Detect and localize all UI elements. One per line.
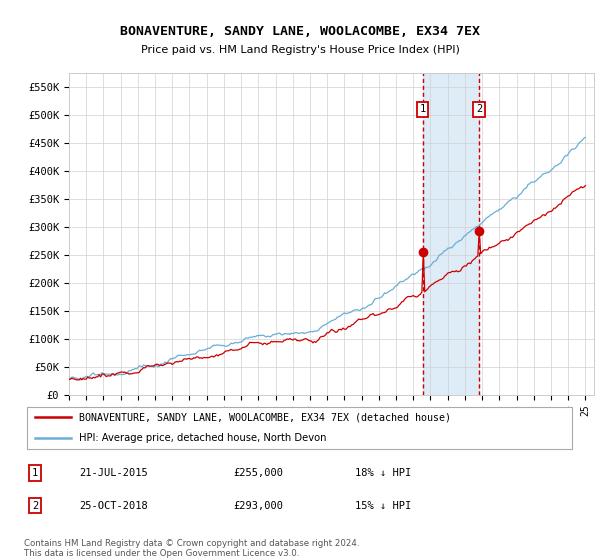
Text: BONAVENTURE, SANDY LANE, WOOLACOMBE, EX34 7EX: BONAVENTURE, SANDY LANE, WOOLACOMBE, EX3… — [120, 25, 480, 38]
Text: £255,000: £255,000 — [234, 468, 284, 478]
Text: 18% ↓ HPI: 18% ↓ HPI — [355, 468, 412, 478]
Text: 2: 2 — [476, 104, 482, 114]
Bar — [423, 73, 479, 395]
Text: 2: 2 — [32, 501, 38, 511]
FancyBboxPatch shape — [27, 407, 572, 449]
Text: 1: 1 — [32, 468, 38, 478]
Text: HPI: Average price, detached house, North Devon: HPI: Average price, detached house, Nort… — [79, 433, 326, 444]
Text: £293,000: £293,000 — [234, 501, 284, 511]
Text: 25-OCT-2018: 25-OCT-2018 — [79, 501, 148, 511]
Text: 21-JUL-2015: 21-JUL-2015 — [79, 468, 148, 478]
Text: 1: 1 — [419, 104, 426, 114]
Text: Price paid vs. HM Land Registry's House Price Index (HPI): Price paid vs. HM Land Registry's House … — [140, 45, 460, 55]
Text: Contains HM Land Registry data © Crown copyright and database right 2024.
This d: Contains HM Land Registry data © Crown c… — [24, 539, 359, 558]
Text: 15% ↓ HPI: 15% ↓ HPI — [355, 501, 412, 511]
Text: BONAVENTURE, SANDY LANE, WOOLACOMBE, EX34 7EX (detached house): BONAVENTURE, SANDY LANE, WOOLACOMBE, EX3… — [79, 412, 451, 422]
